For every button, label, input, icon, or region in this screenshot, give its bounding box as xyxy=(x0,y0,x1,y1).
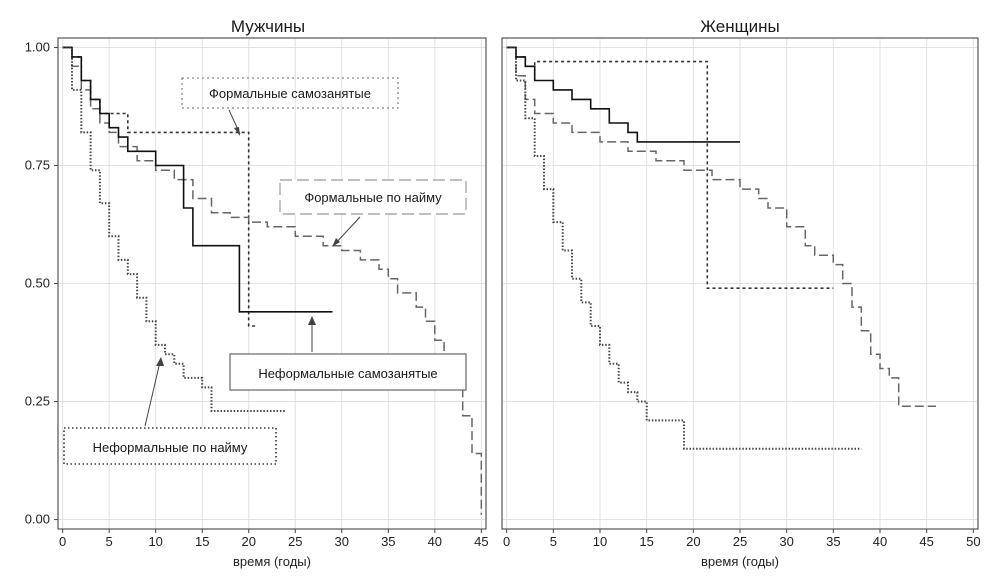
panel-title-women: Женщины xyxy=(700,17,779,36)
x-tick-label: 35 xyxy=(826,534,840,549)
x-tick-label: 45 xyxy=(474,534,488,549)
x-tick-label: 25 xyxy=(288,534,302,549)
annotation-label: Неформальные самозанятые xyxy=(258,366,437,381)
x-tick-label: 10 xyxy=(593,534,607,549)
series-line-1 xyxy=(506,46,834,289)
x-tick-label: 10 xyxy=(148,534,162,549)
annotation-label: Формальные самозанятые xyxy=(209,86,371,101)
x-tick-label: 30 xyxy=(779,534,793,549)
series-line-4 xyxy=(62,46,286,412)
x-tick-label: 5 xyxy=(550,534,557,549)
annotation-label: Формальные по найму xyxy=(304,190,442,205)
annotation-informal-hired-men: Неформальные по найму xyxy=(63,357,277,465)
x-tick-label: 40 xyxy=(873,534,887,549)
annotation-formal-self-men: Формальные самозанятые xyxy=(181,77,399,136)
panel-title-men: Мужчины xyxy=(231,17,305,36)
x-tick-label: 30 xyxy=(335,534,349,549)
y-tick-label: 0.00 xyxy=(25,512,50,527)
ticks-men: 0 5 10 15 20 25 30 35 40 45 0.00 0.25 0.50 0.75 1.00 xyxy=(25,39,489,549)
y-tick-label: 0.50 xyxy=(25,276,50,291)
x-tick-label: 20 xyxy=(686,534,700,549)
annotation-label: Неформальные по найму xyxy=(93,440,248,455)
series-women xyxy=(506,46,936,450)
x-tick-label: 0 xyxy=(503,534,510,549)
x-tick-label: 50 xyxy=(966,534,980,549)
x-tick-label: 0 xyxy=(59,534,66,549)
grid-women xyxy=(503,39,977,528)
x-tick-label: 5 xyxy=(106,534,113,549)
y-tick-label: 0.25 xyxy=(25,394,50,409)
y-tick-label: 1.00 xyxy=(25,39,50,54)
x-tick-label: 20 xyxy=(242,534,256,549)
series-line-3 xyxy=(62,46,333,313)
panel-men: Мужчины 0 5 10 15 20 25 30 35 40 45 0.00 0.25 0.50 0.… xyxy=(25,17,489,569)
x-tick-label: 15 xyxy=(195,534,209,549)
x-tick-label: 35 xyxy=(381,534,395,549)
series-line-4 xyxy=(506,46,862,450)
x-axis-label-men: время (годы) xyxy=(233,554,311,569)
series-line-2 xyxy=(506,46,936,408)
series-men xyxy=(62,46,483,515)
series-line-2 xyxy=(62,46,483,515)
x-tick-label: 15 xyxy=(639,534,653,549)
series-line-3 xyxy=(506,46,740,143)
x-tick-label: 40 xyxy=(428,534,442,549)
x-tick-label: 45 xyxy=(919,534,933,549)
x-axis-label-women: время (годы) xyxy=(701,554,779,569)
y-tick-label: 0.75 xyxy=(25,157,50,172)
x-tick-label: 25 xyxy=(733,534,747,549)
annotation-formal-hired-men: Формальные по найму xyxy=(279,179,467,247)
panel-women: Женщины 0 5 10 15 20 25 30 35 40 45 50 время (годы… xyxy=(501,17,981,569)
annotation-informal-self-men: Неформальные самозанятые xyxy=(229,316,467,391)
ticks-women: 0 5 10 15 20 25 30 35 40 45 50 xyxy=(503,529,981,549)
